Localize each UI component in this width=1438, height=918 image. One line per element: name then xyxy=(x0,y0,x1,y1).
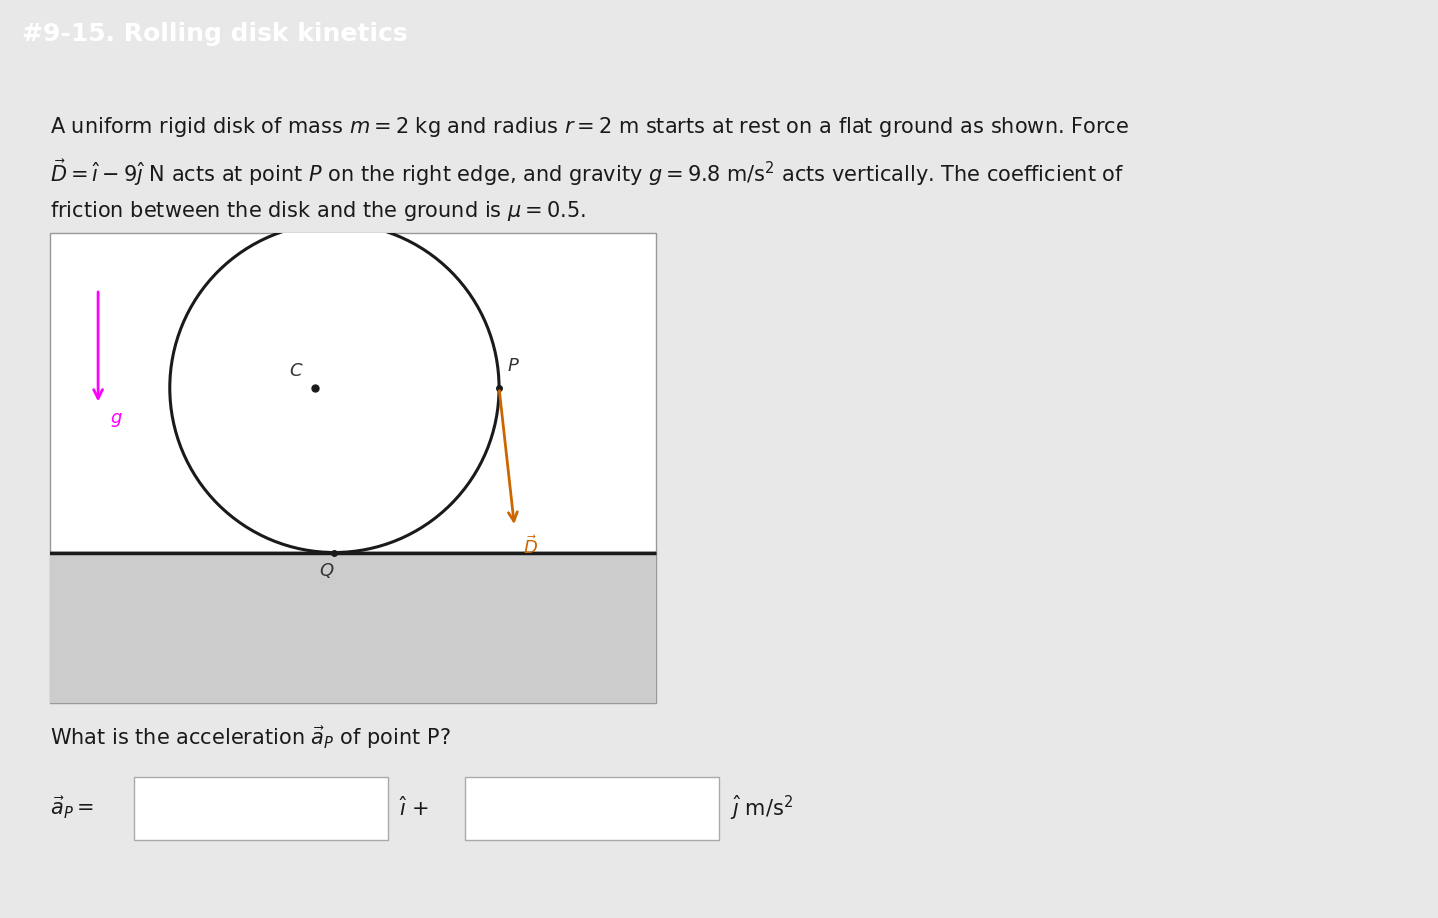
Bar xyxy=(466,777,719,840)
Text: $\vec{D}$: $\vec{D}$ xyxy=(523,535,538,558)
Bar xyxy=(134,777,388,840)
Bar xyxy=(49,232,656,703)
Text: $\hat{\imath}$ +: $\hat{\imath}$ + xyxy=(400,796,429,820)
Text: A uniform rigid disk of mass $m = 2$ kg and radius $r = 2$ m starts at rest on a: A uniform rigid disk of mass $m = 2$ kg … xyxy=(49,115,1129,139)
Text: g: g xyxy=(111,409,122,427)
Circle shape xyxy=(170,223,499,553)
Text: #9-15. Rolling disk kinetics: #9-15. Rolling disk kinetics xyxy=(22,22,407,47)
Text: $\vec{D} = \hat{\imath} - 9\hat{\jmath}$ N acts at point $P$ on the right edge, : $\vec{D} = \hat{\imath} - 9\hat{\jmath}$… xyxy=(49,157,1125,188)
Text: $\hat{\jmath}$ m/s$^2$: $\hat{\jmath}$ m/s$^2$ xyxy=(731,793,794,823)
Text: $\vec{a}_P =$: $\vec{a}_P =$ xyxy=(49,795,93,822)
Text: What is the acceleration $\vec{a}_P$ of point P?: What is the acceleration $\vec{a}_P$ of … xyxy=(49,724,450,751)
Bar xyxy=(49,553,656,703)
Text: Q: Q xyxy=(319,562,334,580)
Text: friction between the disk and the ground is $\mu = 0.5$.: friction between the disk and the ground… xyxy=(49,199,585,223)
Text: C: C xyxy=(289,362,302,380)
Text: P: P xyxy=(508,357,518,375)
Bar xyxy=(49,553,656,703)
